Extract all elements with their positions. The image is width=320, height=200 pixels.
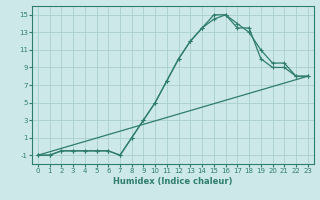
X-axis label: Humidex (Indice chaleur): Humidex (Indice chaleur) [113, 177, 233, 186]
